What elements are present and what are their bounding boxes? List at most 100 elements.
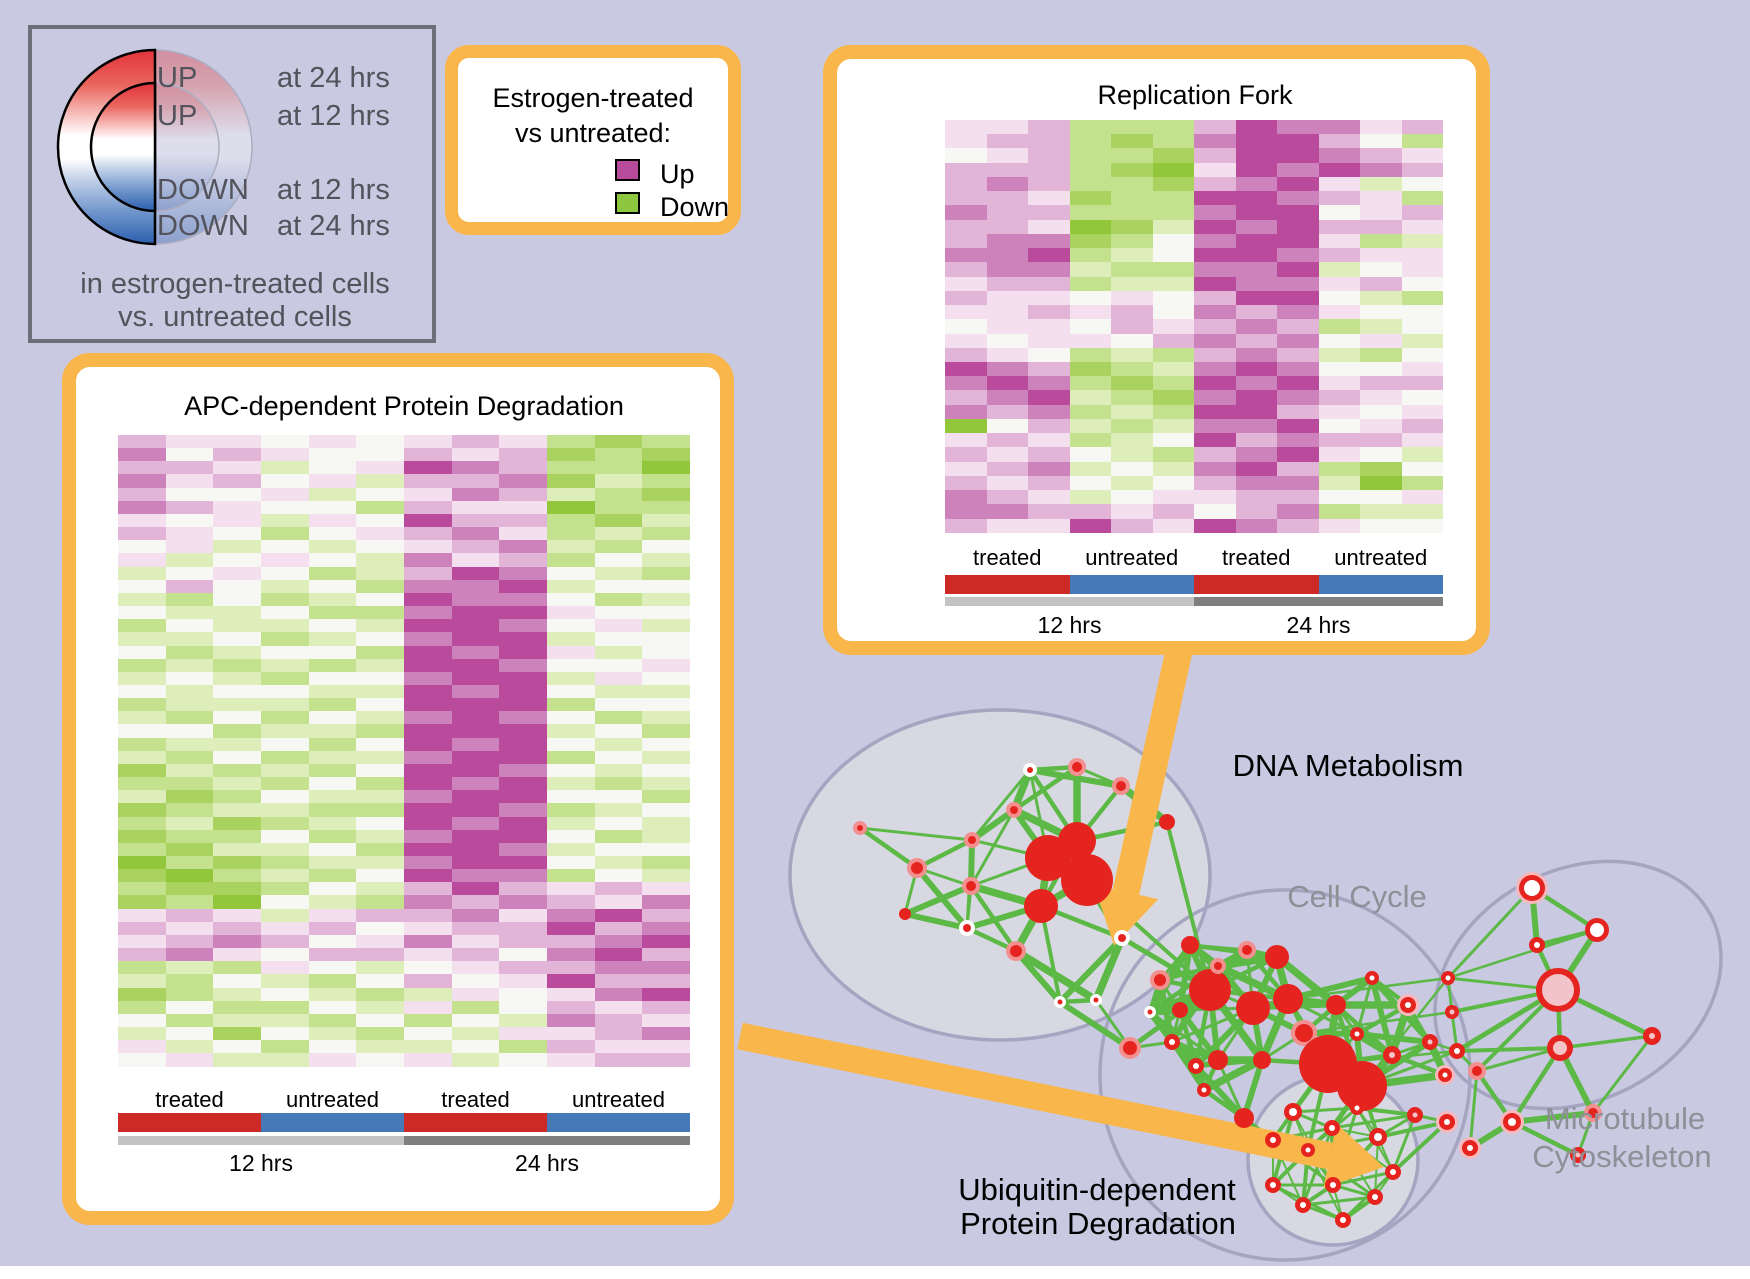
network-edge <box>1509 1045 1563 1125</box>
heatmap-cell <box>642 461 690 475</box>
network-node <box>1181 936 1199 954</box>
heatmap-cell <box>945 248 987 263</box>
heatmap-cell <box>547 816 595 830</box>
heatmap-cell <box>404 816 452 830</box>
ring-legend-diagram <box>56 48 253 246</box>
heatmap-cell <box>1152 461 1194 476</box>
ring-label-at-12: at 12 hrs <box>277 100 390 132</box>
heatmap-cell <box>1360 219 1402 234</box>
heatmap-cell <box>1318 490 1360 505</box>
heatmap-cell <box>356 487 404 501</box>
heatmap-cell <box>499 1053 547 1067</box>
heatmap-cell <box>642 566 690 580</box>
heatmap-cell <box>945 418 987 434</box>
heatmap-cell <box>1069 191 1111 206</box>
heatmap-cell <box>499 816 547 830</box>
heatmap-cell <box>1028 176 1070 192</box>
network-node <box>1010 945 1022 957</box>
heatmap-cell <box>213 632 261 646</box>
heatmap-cell <box>118 435 166 449</box>
heatmap-cell <box>1318 361 1360 377</box>
heatmap-cell <box>1401 176 1443 192</box>
heatmap-cell <box>261 658 309 672</box>
heatmap-cell <box>1152 433 1194 448</box>
heatmap-cell <box>1318 390 1360 405</box>
heatmap-cell <box>261 711 309 725</box>
heatmap-cell <box>261 487 309 501</box>
heatmap-cell <box>1194 475 1236 491</box>
time-12-bar <box>945 597 1194 606</box>
heatmap-cell <box>1235 447 1277 462</box>
heatmap-cell <box>261 948 309 962</box>
heatmap-cell <box>451 803 500 817</box>
heatmap-cell <box>1069 262 1111 277</box>
heatmap-cell <box>642 540 690 554</box>
heatmap-cell <box>165 790 214 804</box>
heatmap-cell <box>1194 305 1236 320</box>
cluster-label-microtubule-2: Cytoskeleton <box>1532 1139 1712 1174</box>
heatmap-cell <box>1194 361 1236 377</box>
network-node <box>1270 1137 1276 1143</box>
heatmap-cell <box>451 895 500 909</box>
heatmap-cell <box>261 882 309 896</box>
time-24-bar <box>404 1136 690 1145</box>
network-node <box>1372 1194 1378 1200</box>
heatmap-cell <box>1111 504 1153 519</box>
time-label: 12 hrs <box>229 1150 293 1176</box>
heatmap-cell <box>594 961 643 975</box>
heatmap-cell <box>986 233 1028 249</box>
heatmap-cell <box>261 974 309 988</box>
network-edge <box>1057 999 1133 1051</box>
heatmap-cell <box>1152 305 1194 320</box>
heatmap-cell <box>499 553 547 567</box>
heatmap-cell <box>1194 490 1236 505</box>
heatmap-cell <box>945 475 987 491</box>
heatmap-cell <box>986 504 1028 519</box>
network-edge <box>857 825 920 871</box>
heatmap-cell <box>308 592 357 607</box>
heatmap-cell <box>213 882 261 896</box>
ring-label-down-outer: DOWN <box>157 210 249 242</box>
heatmap-cell <box>118 619 166 633</box>
heatmap-cell <box>404 1040 452 1054</box>
heatmap-cell <box>1152 233 1194 249</box>
heatmap-cell <box>356 921 404 935</box>
heatmap-cell <box>1028 390 1070 405</box>
heatmap-cell <box>1069 361 1111 377</box>
heatmap-cell <box>945 433 987 448</box>
network-edge <box>969 808 1016 888</box>
heatmap-cell <box>261 592 309 607</box>
heatmap-cell <box>118 566 166 580</box>
heatmap-cell <box>308 934 357 949</box>
heatmap-cell <box>165 448 214 462</box>
heatmap-cell <box>547 974 595 988</box>
heatmap-cell <box>1235 461 1277 476</box>
heatmap-cell <box>1111 447 1153 462</box>
heatmap-cell <box>499 684 547 699</box>
heatmap-cell <box>165 882 214 896</box>
heatmap-cell <box>1277 120 1319 135</box>
heatmap-cell <box>451 921 500 935</box>
heatmap-cell <box>642 882 690 896</box>
heatmap-cell <box>118 527 166 541</box>
heatmap-cell <box>308 645 357 659</box>
treated-bar <box>945 575 1070 594</box>
heatmap-cell <box>1360 361 1402 377</box>
heatmap-cell <box>451 816 500 830</box>
heatmap-cell <box>986 390 1028 405</box>
heatmap-cell <box>165 895 214 909</box>
heatmap-cell <box>986 262 1028 277</box>
heatmap-cell <box>1235 376 1277 391</box>
network-node <box>1214 962 1222 970</box>
estrogen-legend-title-2: vs untreated: <box>514 118 672 148</box>
heatmap-cell <box>1152 176 1194 192</box>
heatmap-cell <box>1318 191 1360 206</box>
heatmap-cell <box>642 816 690 830</box>
heatmap-cell <box>642 592 690 607</box>
heatmap-cell <box>213 553 261 567</box>
network-node <box>1427 1039 1433 1045</box>
heatmap-cell <box>945 262 987 277</box>
heatmap-cell <box>1360 162 1402 177</box>
heatmap-cell <box>1360 319 1402 334</box>
heatmap-cell <box>1401 276 1443 291</box>
